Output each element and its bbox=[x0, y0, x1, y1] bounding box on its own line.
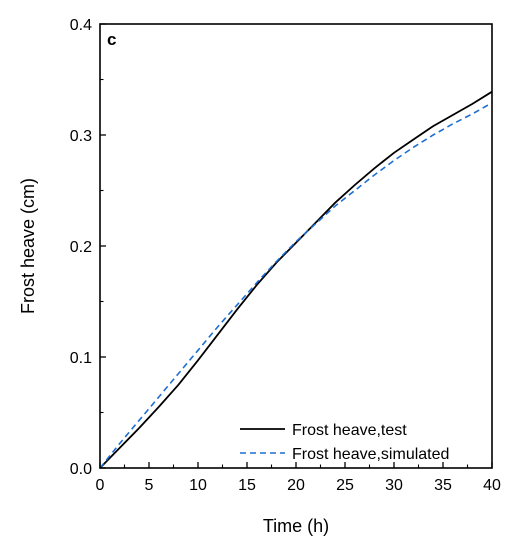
x-tick-label: 5 bbox=[145, 477, 154, 494]
series-line-1 bbox=[99, 90, 493, 469]
x-tick-label: 15 bbox=[238, 477, 256, 494]
y-tick-label: 0.1 bbox=[70, 350, 92, 367]
x-tick-label: 30 bbox=[385, 477, 403, 494]
x-tick-label: 10 bbox=[189, 477, 207, 494]
axis-ticks: 0 5 10 15 20 25 30 35 40 0.0 0.1 0.2 0.3 0.4 bbox=[70, 17, 501, 494]
legend: Frost heave,test Frost heave,simulated bbox=[240, 422, 449, 463]
y-tick-label: 0.3 bbox=[70, 128, 92, 145]
y-axis-label: Frost heave (cm) bbox=[18, 178, 38, 314]
series-line-2 bbox=[99, 102, 493, 469]
x-tick-label: 20 bbox=[287, 477, 305, 494]
x-tick-label: 35 bbox=[434, 477, 452, 494]
x-tick-label: 25 bbox=[336, 477, 354, 494]
legend-label-1: Frost heave,test bbox=[292, 422, 407, 439]
series-layer bbox=[99, 90, 493, 469]
plot-frame bbox=[99, 23, 493, 469]
y-tick-label: 0.4 bbox=[70, 17, 92, 34]
x-tick-label: 40 bbox=[483, 477, 501, 494]
y-tick-label: 0.2 bbox=[70, 239, 92, 256]
x-axis-label: Time (h) bbox=[263, 516, 329, 536]
panel-label: c bbox=[107, 30, 116, 49]
legend-label-2: Frost heave,simulated bbox=[292, 446, 449, 463]
x-tick-label: 0 bbox=[96, 477, 105, 494]
y-tick-label: 0.0 bbox=[70, 461, 92, 478]
